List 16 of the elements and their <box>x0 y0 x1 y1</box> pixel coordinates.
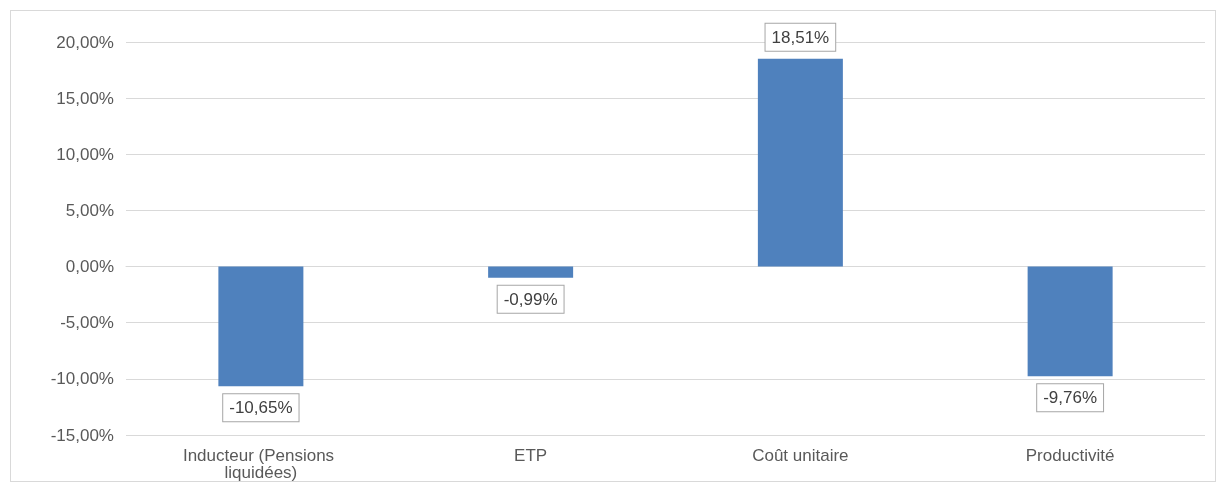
y-tick-label: 0,00% <box>65 257 114 277</box>
y-tick-label: 15,00% <box>56 88 114 108</box>
data-label: -0,99% <box>503 289 558 309</box>
y-tick-label: -5,00% <box>60 313 114 333</box>
y-tick-label: -15,00% <box>50 425 114 445</box>
data-label: -9,76% <box>1043 388 1098 408</box>
y-tick-label: 20,00% <box>56 32 114 52</box>
x-tick-label: Inducteur (Pensions liquidées) <box>182 446 339 482</box>
x-tick-label: Coût unitaire <box>752 446 849 465</box>
data-label: -10,65% <box>229 398 293 418</box>
y-tick-label: -10,00% <box>50 369 114 389</box>
data-label: 18,51% <box>771 27 830 47</box>
x-tick-label: Productivité <box>1025 446 1115 465</box>
y-tick-label: 10,00% <box>56 144 114 164</box>
x-tick-label: ETP <box>514 446 548 465</box>
y-tick-label: 5,00% <box>65 200 114 220</box>
